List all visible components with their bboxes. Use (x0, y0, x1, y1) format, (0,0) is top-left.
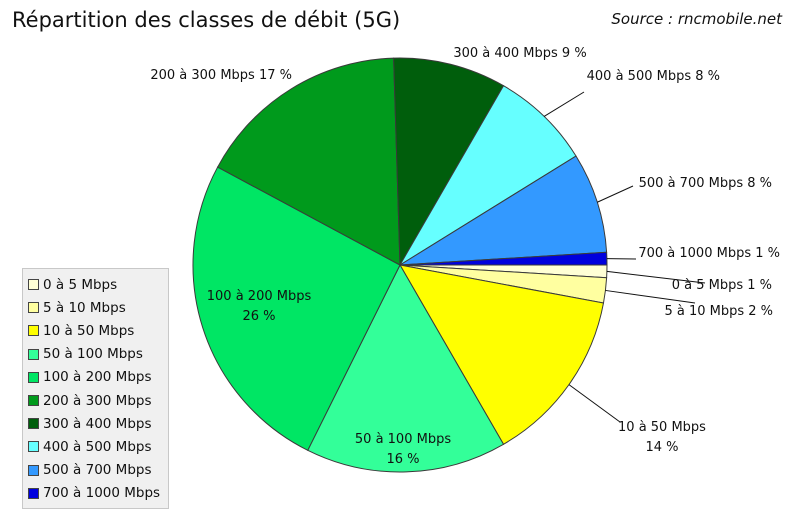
leader-line (606, 270, 706, 284)
pie-slices (192, 57, 608, 473)
legend-item: 5 à 10 Mbps (23, 296, 168, 319)
chart-source: Source : rncmobile.net (611, 10, 782, 28)
pie-slice (399, 85, 577, 266)
leader-line (568, 384, 621, 423)
slice-label: 200 à 300 Mbps 17 % (150, 68, 292, 83)
legend-label: 50 à 100 Mbps (43, 346, 143, 363)
legend: 0 à 5 Mbps 5 à 10 Mbps 10 à 50 Mbps 50 à 10… (22, 268, 169, 509)
slice-label: 0 à 5 Mbps 1 % (672, 278, 772, 293)
legend-item: 0 à 5 Mbps (23, 273, 168, 296)
pie-slice (399, 155, 608, 266)
legend-swatch (28, 487, 39, 499)
legend-item: 500 à 700 Mbps (23, 459, 168, 482)
chart-title: Répartition des classes de débit (5G) (12, 8, 401, 32)
slice-label: 100 à 200 Mbps 26 % (207, 289, 312, 324)
legend-item: 100 à 200 Mbps (23, 366, 168, 389)
legend-item: 10 à 50 Mbps (23, 319, 168, 342)
legend-label: 200 à 300 Mbps (43, 392, 152, 409)
legend-swatch (28, 441, 39, 453)
slice-label: 300 à 400 Mbps 9 % (453, 46, 586, 61)
slice-label: 700 à 1000 Mbps 1 % (638, 246, 780, 261)
legend-item: 300 à 400 Mbps (23, 412, 168, 435)
legend-label: 5 à 10 Mbps (43, 299, 126, 316)
slice-label: 10 à 50 Mbps 14 % (618, 420, 706, 455)
legend-label: 10 à 50 Mbps (43, 322, 135, 339)
leader-line (605, 289, 696, 304)
legend-label: 100 à 200 Mbps (43, 369, 152, 386)
slice-label: 50 à 100 Mbps 16 % (355, 432, 451, 467)
legend-swatch (28, 279, 39, 291)
legend-swatch (28, 371, 39, 383)
slice-label: 5 à 10 Mbps 2 % (664, 304, 773, 319)
legend-label: 400 à 500 Mbps (43, 438, 152, 455)
legend-item: 50 à 100 Mbps (23, 343, 168, 366)
legend-swatch (28, 464, 39, 476)
pie-slice (393, 57, 505, 267)
legend-label: 700 à 1000 Mbps (43, 485, 161, 502)
pie-slice (307, 263, 505, 473)
legend-swatch (28, 418, 39, 430)
pie-slice (399, 264, 605, 445)
slice-label: 400 à 500 Mbps 8 % (587, 69, 720, 84)
leader-line (597, 185, 634, 203)
leader-line (543, 91, 585, 117)
legend-swatch (28, 302, 39, 314)
legend-swatch (28, 348, 39, 360)
legend-item: 400 à 500 Mbps (23, 435, 168, 458)
pie-slice (192, 166, 401, 451)
legend-label: 300 à 400 Mbps (43, 415, 152, 432)
legend-label: 0 à 5 Mbps (43, 276, 118, 293)
legend-swatch (28, 395, 39, 407)
legend-item: 200 à 300 Mbps (23, 389, 168, 412)
pie-slice (216, 57, 401, 266)
pie-labels: 0 à 5 Mbps 1 % 5 à 10 Mbps 2 % 10 à 50 Mbp… (150, 46, 780, 467)
legend-swatch (28, 325, 39, 337)
legend-item: 700 à 1000 Mbps (23, 482, 168, 505)
slice-label: 500 à 700 Mbps 8 % (639, 176, 772, 191)
legend-label: 500 à 700 Mbps (43, 462, 152, 479)
